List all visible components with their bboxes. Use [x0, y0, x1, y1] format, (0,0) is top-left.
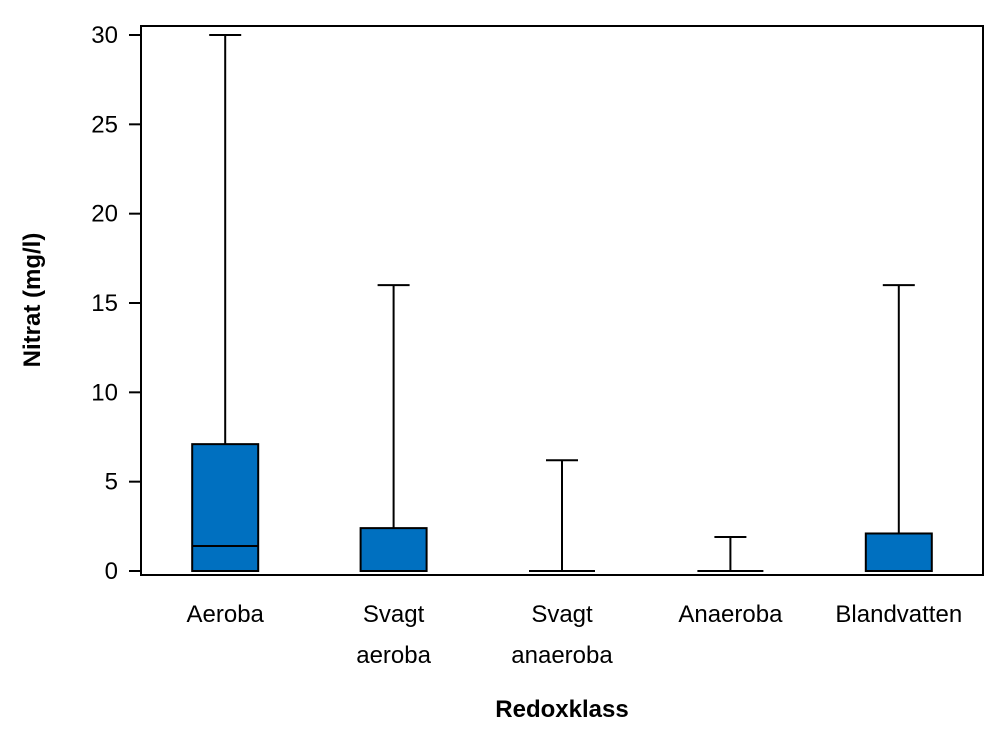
y-tick-label: 25: [91, 111, 118, 138]
y-axis-title: Nitrat (mg/l): [19, 233, 46, 368]
y-tick-label: 30: [91, 22, 118, 49]
box-group: [697, 536, 764, 572]
x-tick-label: Aeroba: [187, 601, 265, 628]
x-axis-labels: Aeroba Svagt aeroba Svagt anaeroba Anaeroba Bl…: [187, 601, 963, 669]
y-tick-label: 15: [91, 290, 118, 317]
x-tick-label: Svagt: [363, 601, 425, 628]
y-tick-label: 10: [91, 379, 118, 406]
box-group: [864, 284, 933, 572]
x-tick-label: aeroba: [356, 642, 431, 669]
y-tick-label: 5: [105, 469, 118, 496]
x-tick-label: Blandvatten: [835, 601, 962, 628]
box-series: [191, 34, 933, 572]
box-iqr: [191, 443, 260, 572]
box-group: [191, 34, 260, 572]
y-tick-label: 0: [105, 558, 118, 585]
box-group: [529, 459, 595, 572]
x-axis-title: Redoxklass: [495, 696, 628, 723]
box-iqr: [359, 527, 428, 572]
y-tick-label: 20: [91, 201, 118, 228]
y-axis: 0 5 10 15 20 25 30: [91, 22, 141, 585]
plot-area-frame: [140, 25, 984, 576]
x-tick-label: anaeroba: [511, 642, 613, 669]
x-tick-label: Svagt: [531, 601, 593, 628]
box-group: [359, 284, 428, 572]
box-iqr: [864, 532, 933, 572]
x-tick-label: Anaeroba: [678, 601, 783, 628]
